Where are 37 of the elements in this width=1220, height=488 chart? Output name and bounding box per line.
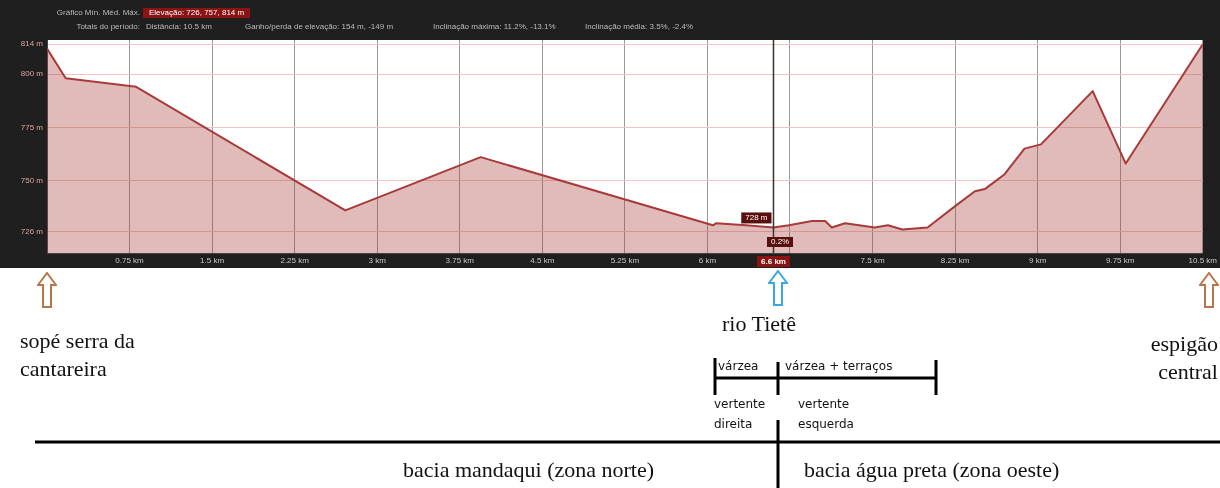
text: várzea + terraços	[785, 358, 893, 375]
text: Gráfico Mín. Méd. Máx.	[55, 8, 140, 18]
x-tick-label: 9 km	[1028, 256, 1047, 265]
annotation: 0.2%	[767, 237, 794, 247]
text: vertente esquerda	[798, 396, 855, 433]
x-tick-label: 2.25 km	[280, 256, 310, 265]
y-tick-label: 750 m	[20, 175, 44, 185]
text: rio Tietê	[722, 310, 796, 338]
text: Inclinação máxima: 11.2%, -13.1%	[433, 22, 556, 32]
text: Inclinação média: 3.5%, -2.4%	[585, 22, 694, 32]
x-tick-label: 9.75 km	[1105, 256, 1135, 265]
text: vertente direita	[714, 396, 767, 433]
text: Totais do período:	[75, 22, 140, 32]
ref-line-label: 6.6 km	[761, 257, 786, 267]
x-tick-label: 4.5 km	[530, 256, 555, 265]
y-tick-label: 800 m	[20, 69, 44, 79]
text: bacia mandaqui (zona norte)	[403, 456, 655, 484]
x-tick-label: 7.5 km	[860, 256, 885, 265]
annotation: 728 m	[745, 213, 768, 223]
text: sopé serra da cantareira	[20, 327, 136, 383]
text: Ganho/perda de elevação: 154 m, -149 m	[245, 22, 394, 32]
x-tick-label: 0.75 km	[115, 256, 145, 265]
text: bacia água preta (zona oeste)	[804, 456, 1060, 484]
text: espigão central	[1149, 330, 1218, 386]
x-tick-label: 5.25 km	[610, 256, 640, 265]
text: várzea	[718, 358, 759, 375]
y-tick-label: 775 m	[20, 122, 44, 132]
text: Elevação: 726, 757, 814 m	[143, 8, 251, 18]
x-tick-label: 8.25 km	[940, 256, 970, 265]
x-tick-label: 3.75 km	[445, 256, 475, 265]
x-tick-label: 6 km	[698, 256, 717, 265]
x-tick-label: 3 km	[368, 256, 387, 265]
x-tick-label: 10.5 km	[1188, 256, 1218, 265]
y-tick-label: 726 m	[20, 226, 44, 236]
x-tick-label: 1.5 km	[200, 256, 225, 265]
text: Distância: 10.5 km	[146, 22, 212, 32]
y-tick-label: 814 m	[20, 39, 44, 49]
